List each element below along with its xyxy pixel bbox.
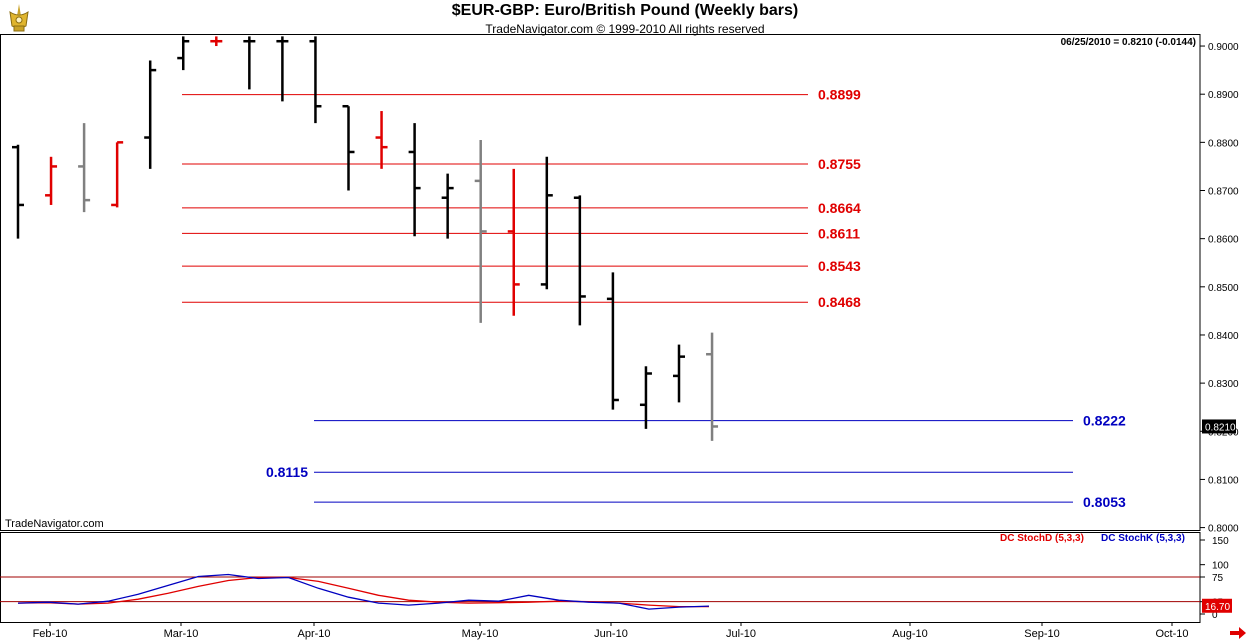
stochd-legend: DC StochD (5,3,3) <box>1000 533 1084 544</box>
x-tick-label: Sep-10 <box>1024 628 1059 640</box>
ohlc-bar <box>144 60 157 169</box>
trade-navigator-logo-icon <box>4 2 34 39</box>
x-tick-label: Jul-10 <box>726 628 756 640</box>
last-quote: 06/25/2010 = 0.8210 (-0.0144) <box>1060 37 1196 48</box>
ohlc-bar <box>309 36 322 124</box>
price-panel-frame <box>0 34 1201 531</box>
x-tick-label: Aug-10 <box>892 628 927 640</box>
ohlc-bar <box>276 36 289 102</box>
osc-tick-label: 75 <box>1212 573 1224 584</box>
level-label: 0.8222 <box>1083 413 1126 429</box>
ohlc-bar <box>375 111 388 169</box>
osc-tick-label: 150 <box>1212 536 1229 547</box>
y-tick-label: 0.8300 <box>1208 379 1239 390</box>
level-label: 0.8611 <box>818 225 860 241</box>
ohlc-bar <box>606 272 619 410</box>
x-tick-label: May-10 <box>462 628 499 640</box>
ohlc-bar <box>507 168 520 316</box>
watermark-text: TradeNavigator.com <box>5 518 104 530</box>
ohlc-bar <box>243 36 256 90</box>
date-axis: Feb-10 Mar-10 Apr-10 May-10 Jun-10 Jul-10 Aug-… <box>33 622 1189 640</box>
y-tick-label: 0.8500 <box>1208 283 1239 294</box>
y-tick-label: 0.8900 <box>1208 90 1239 101</box>
copyright-subtitle: TradeNavigator.com © 1999-2010 All right… <box>485 22 765 36</box>
support-resistance-levels: 0.8899 0.8755 0.8664 0.8611 0.8543 0.8468 0.82… <box>182 87 1126 510</box>
y-tick-label: 0.8800 <box>1208 138 1239 149</box>
ohlc-bar <box>474 139 487 323</box>
y-tick-label: 0.8400 <box>1208 331 1239 342</box>
last-price-tag <box>1202 419 1236 434</box>
ohlc-bar <box>177 36 190 71</box>
osc-last-value-tag <box>1202 598 1232 613</box>
ohlc-bar <box>45 156 58 205</box>
osc-tick-label: 100 <box>1212 561 1229 572</box>
y-tick-label: 0.8000 <box>1208 524 1239 535</box>
level-label: 0.8115 <box>266 464 308 480</box>
level-label: 0.8468 <box>818 294 861 310</box>
level-label: 0.8664 <box>818 200 861 216</box>
x-tick-label: Apr-10 <box>297 628 330 640</box>
ohlc-bar <box>540 156 553 290</box>
stochk-legend: DC StochK (5,3,3) <box>1101 533 1185 544</box>
y-tick-label: 0.8100 <box>1208 475 1239 486</box>
level-label: 0.8053 <box>1083 494 1126 510</box>
osc-last-value-label: 16.70 <box>1205 602 1230 613</box>
ohlc-bar <box>573 195 586 326</box>
osc-series-line <box>17 573 710 610</box>
x-tick-label: Jun-10 <box>594 628 628 640</box>
x-tick-label: Mar-10 <box>164 628 199 640</box>
ohlc-bar <box>408 123 421 237</box>
stochastic-panel: 1501007525016.70 <box>0 536 1232 621</box>
scroll-right-arrow-icon[interactable] <box>1230 626 1246 644</box>
ohlc-bar <box>673 344 685 403</box>
level-label: 0.8755 <box>818 156 861 172</box>
x-tick-label: Oct-10 <box>1155 628 1188 640</box>
last-price-label: 0.8210 <box>1205 422 1236 433</box>
level-label: 0.8543 <box>818 258 861 274</box>
y-tick-label: 0.8700 <box>1208 187 1239 198</box>
x-tick-label: Feb-10 <box>33 628 68 640</box>
y-tick-label: 0.8600 <box>1208 235 1239 246</box>
ohlc-bar <box>12 144 24 239</box>
level-label: 0.8899 <box>818 87 861 103</box>
ohlc-bars <box>12 36 719 441</box>
ohlc-bar <box>706 332 719 441</box>
price-axis: 0.9000 0.8900 0.8800 0.8700 0.8600 0.8500 0.84… <box>1200 42 1239 535</box>
chart-title: $EUR-GBP: Euro/British Pound (Weekly bar… <box>451 2 799 19</box>
ohlc-bar <box>78 123 91 213</box>
y-tick-label: 0.9000 <box>1208 42 1239 53</box>
ohlc-bar <box>210 36 223 47</box>
ohlc-bar <box>111 141 124 208</box>
ohlc-bar <box>441 173 454 239</box>
panel-frames <box>0 34 1201 623</box>
ohlc-bar <box>342 104 355 191</box>
ohlc-bar <box>639 366 652 429</box>
osc-tick-label: 0 <box>1212 610 1218 621</box>
